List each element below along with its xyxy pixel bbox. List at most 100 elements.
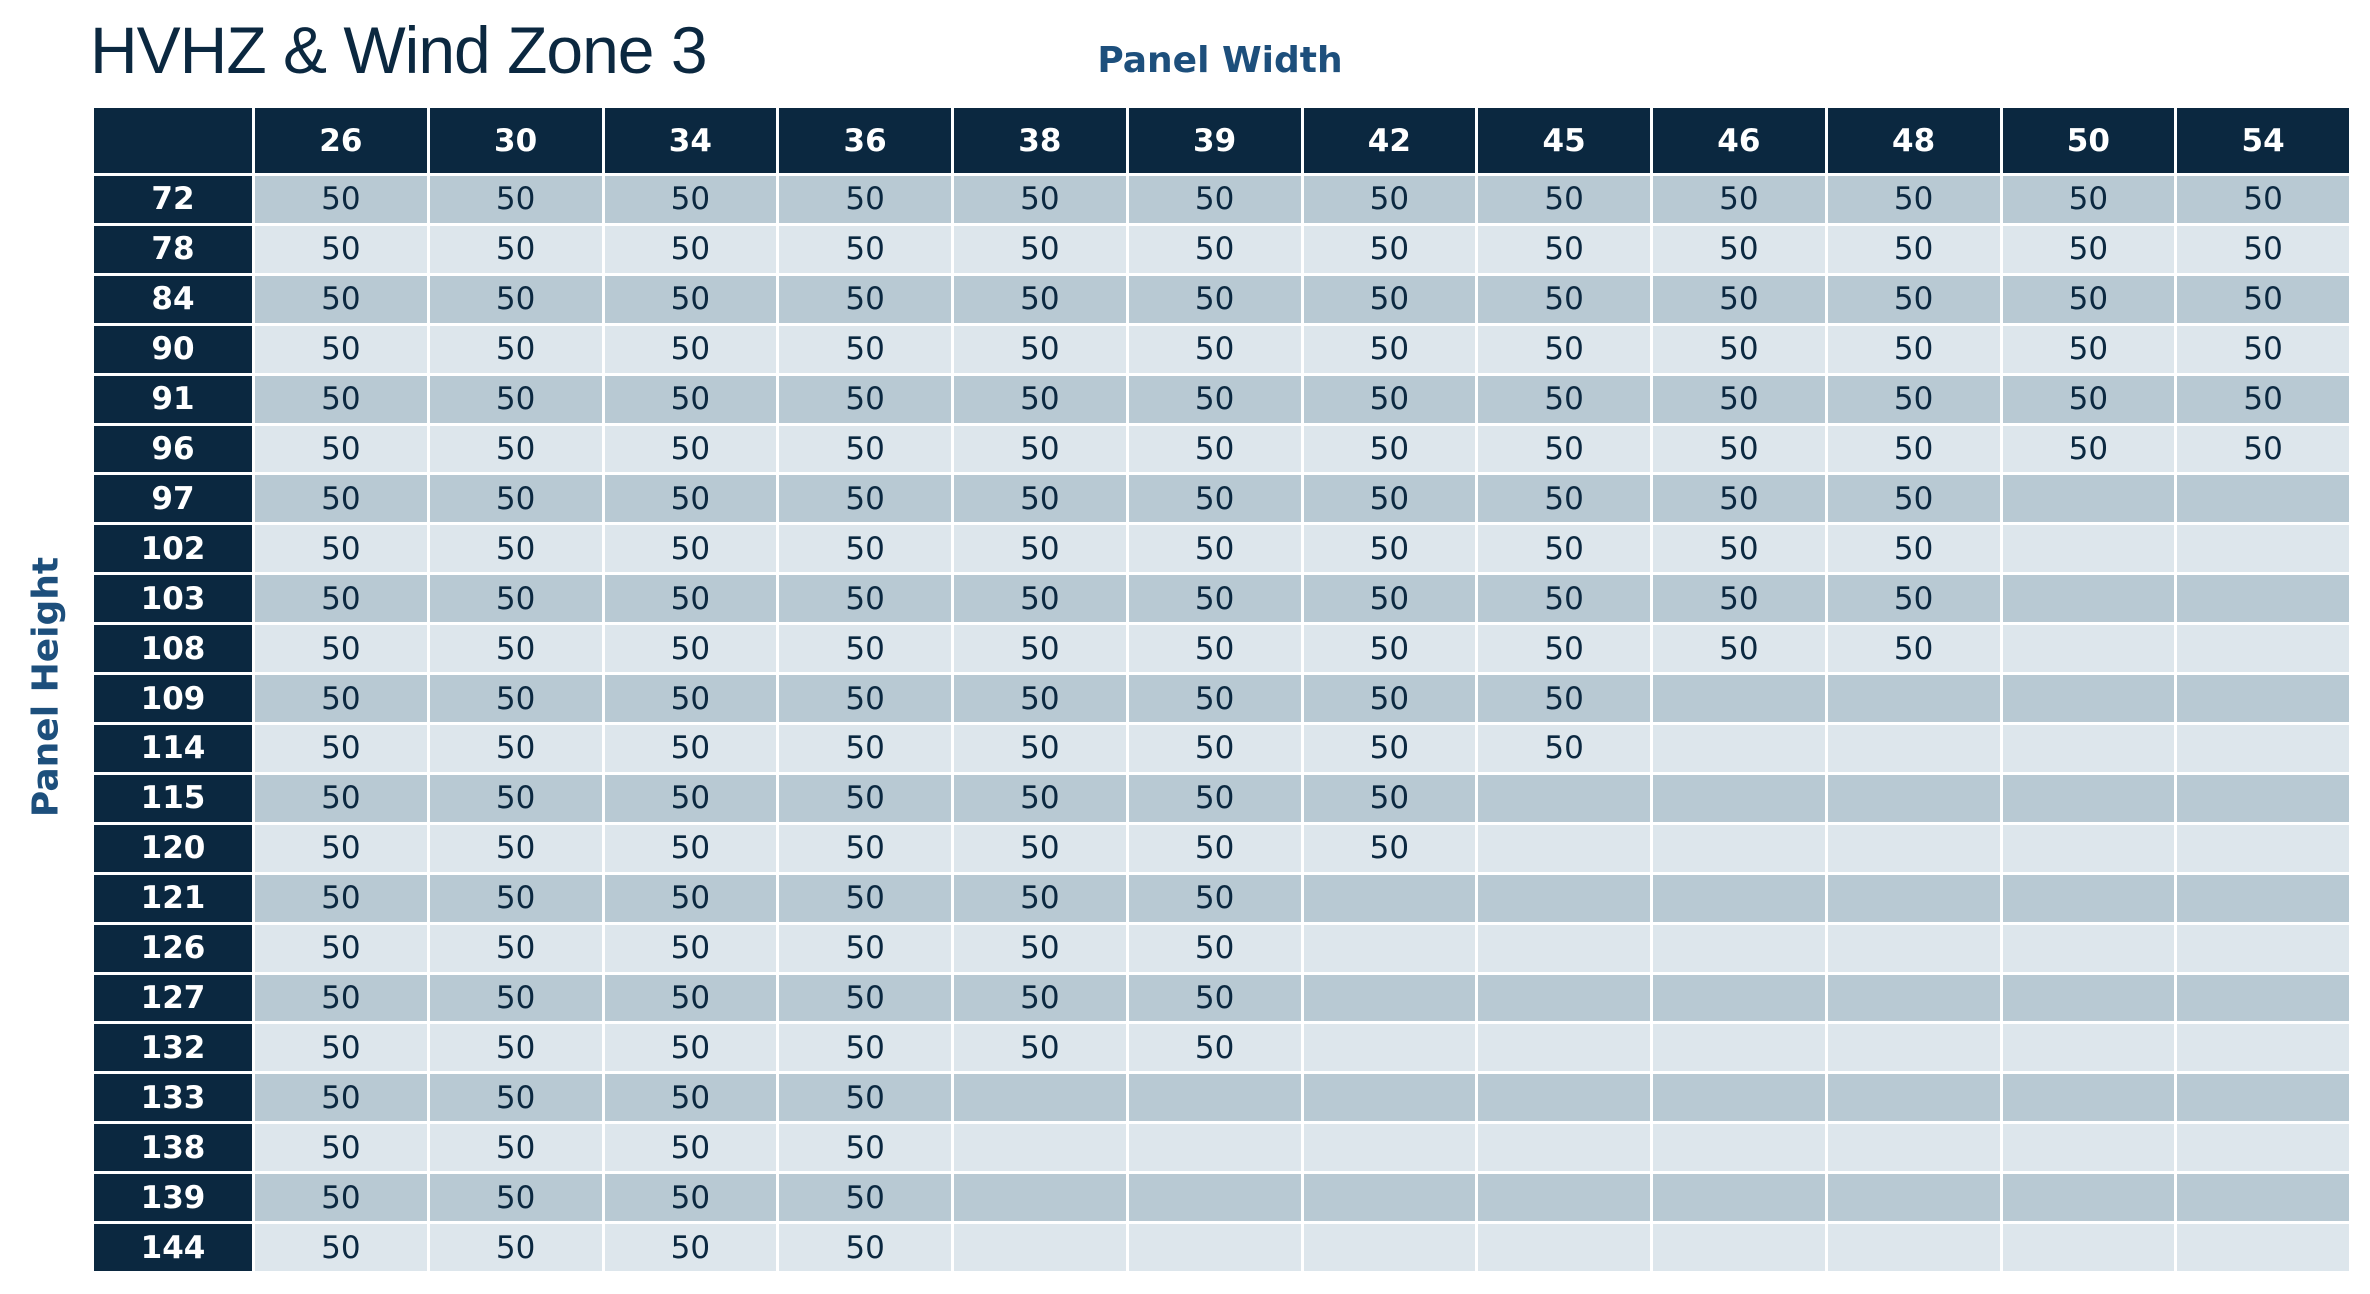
table-cell: 50 <box>429 675 602 722</box>
table-cell: 50 <box>429 375 602 423</box>
table-cell: 50 <box>429 1074 602 1122</box>
table-cell: 50 <box>2002 275 2175 323</box>
table-cell: 50 <box>1303 275 1476 323</box>
table-cell: 50 <box>2177 225 2349 273</box>
table-cell <box>1827 1174 2000 1222</box>
table-cell: 50 <box>2002 325 2175 373</box>
table-cell: 50 <box>1827 325 2000 373</box>
column-header: 39 <box>1128 108 1301 173</box>
table-cell: 50 <box>1303 425 1476 473</box>
table-cell <box>1827 924 2000 972</box>
table-cell: 50 <box>779 275 951 323</box>
table-cell: 50 <box>1653 525 1825 573</box>
table-cell: 50 <box>1128 725 1301 772</box>
table-cell: 50 <box>1653 325 1825 373</box>
table-cell <box>1478 824 1650 872</box>
table-cell: 50 <box>429 725 602 772</box>
row-header: 126 <box>94 924 252 972</box>
table-cell: 50 <box>255 475 427 523</box>
column-header: 38 <box>954 108 1126 173</box>
table-cell <box>2177 525 2349 573</box>
table-cell <box>1478 1224 1650 1271</box>
table-cell <box>2002 1074 2175 1122</box>
table-cell: 50 <box>779 675 951 722</box>
table-cell <box>2002 924 2175 972</box>
table-cell: 50 <box>1478 425 1650 473</box>
table-cell: 50 <box>1128 824 1301 872</box>
table-cell: 50 <box>1478 275 1650 323</box>
row-header: 103 <box>94 575 252 623</box>
table-cell <box>1303 974 1476 1022</box>
table-cell: 50 <box>1303 325 1476 373</box>
table-cell: 50 <box>604 675 777 722</box>
table-cell: 50 <box>255 1224 427 1271</box>
table-cell: 50 <box>954 275 1126 323</box>
column-header: 36 <box>779 108 951 173</box>
table-cell: 50 <box>954 225 1126 273</box>
table-cell <box>1303 924 1476 972</box>
table-cell: 50 <box>604 1024 777 1072</box>
table-cell: 50 <box>1827 575 2000 623</box>
row-header: 138 <box>94 1124 252 1172</box>
column-header: 46 <box>1653 108 1825 173</box>
table-cell: 50 <box>954 1024 1126 1072</box>
table-cell: 50 <box>954 874 1126 922</box>
table-cell: 50 <box>1303 375 1476 423</box>
table-cell: 50 <box>1303 225 1476 273</box>
table-cell: 50 <box>2002 176 2175 223</box>
table-cell: 50 <box>779 1074 951 1122</box>
table-cell: 50 <box>255 824 427 872</box>
table-cell: 50 <box>429 874 602 922</box>
table-cell: 50 <box>255 1124 427 1172</box>
table-cell: 50 <box>2002 225 2175 273</box>
table-cell <box>954 1174 1126 1222</box>
table-cell: 50 <box>255 1074 427 1122</box>
table-cell: 50 <box>429 625 602 673</box>
table-cell: 50 <box>1303 525 1476 573</box>
table-cell: 50 <box>1128 425 1301 473</box>
table-cell: 50 <box>954 575 1126 623</box>
row-header: 91 <box>94 375 252 423</box>
table-cell <box>2177 1224 2349 1271</box>
table-cell: 50 <box>779 974 951 1022</box>
table-cell <box>1827 824 2000 872</box>
table-cell: 50 <box>954 525 1126 573</box>
table-cell <box>1128 1074 1301 1122</box>
table-cell: 50 <box>1303 575 1476 623</box>
table-cell <box>2002 1224 2175 1271</box>
table-cell <box>1653 675 1825 722</box>
table-cell: 50 <box>1653 425 1825 473</box>
table-cell <box>1653 1124 1825 1172</box>
table-cell <box>954 1124 1126 1172</box>
row-header: 114 <box>94 725 252 772</box>
table-cell <box>2002 1174 2175 1222</box>
table-cell: 50 <box>604 275 777 323</box>
column-header: 26 <box>255 108 427 173</box>
table-cell: 50 <box>604 475 777 523</box>
table-cell: 50 <box>1478 225 1650 273</box>
table-cell <box>2002 974 2175 1022</box>
table-cell: 50 <box>2177 325 2349 373</box>
table-cell: 50 <box>954 325 1126 373</box>
table-cell: 50 <box>1478 675 1650 722</box>
table-cell: 50 <box>255 974 427 1022</box>
row-header: 102 <box>94 525 252 573</box>
table-cell: 50 <box>604 375 777 423</box>
table-cell: 50 <box>604 225 777 273</box>
table-cell: 50 <box>604 525 777 573</box>
table-cell: 50 <box>604 1074 777 1122</box>
table-cell: 50 <box>779 475 951 523</box>
table-cell <box>1478 1174 1650 1222</box>
table-cell: 50 <box>604 325 777 373</box>
table-cell <box>2177 824 2349 872</box>
table-cell: 50 <box>255 375 427 423</box>
table-cell: 50 <box>429 974 602 1022</box>
table-cell: 50 <box>255 275 427 323</box>
table-cell: 50 <box>1827 475 2000 523</box>
table-cell <box>2177 774 2349 822</box>
table-cell <box>1303 1224 1476 1271</box>
table-cell: 50 <box>604 874 777 922</box>
table-cell <box>2002 824 2175 872</box>
table-cell: 50 <box>255 1174 427 1222</box>
